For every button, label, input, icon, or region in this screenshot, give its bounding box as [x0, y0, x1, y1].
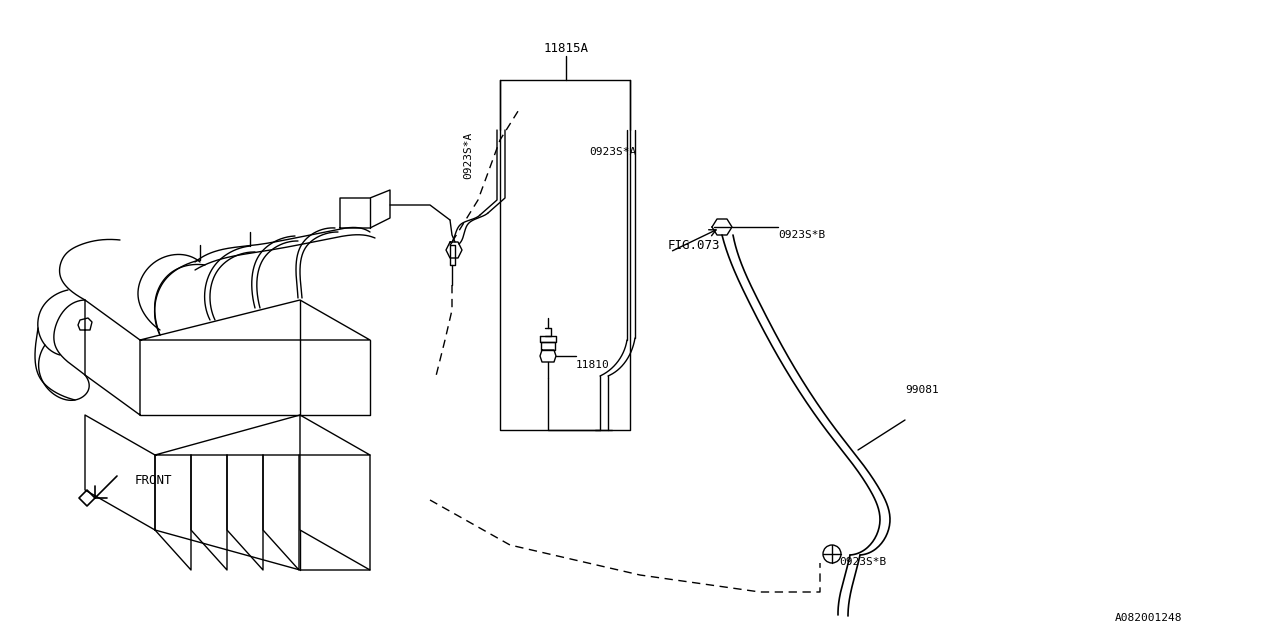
Text: 99081: 99081 — [905, 385, 938, 395]
Text: 11810: 11810 — [576, 360, 609, 370]
Text: FRONT: FRONT — [134, 474, 173, 486]
Text: 0923S*B: 0923S*B — [778, 230, 826, 240]
Text: 11815A: 11815A — [544, 42, 589, 54]
Text: 0923S*A: 0923S*A — [463, 131, 474, 179]
Text: A082001248: A082001248 — [1115, 613, 1183, 623]
Text: 0923S*B: 0923S*B — [838, 557, 886, 567]
Text: FIG.073: FIG.073 — [668, 239, 721, 252]
Text: 0923S*A: 0923S*A — [589, 147, 636, 157]
